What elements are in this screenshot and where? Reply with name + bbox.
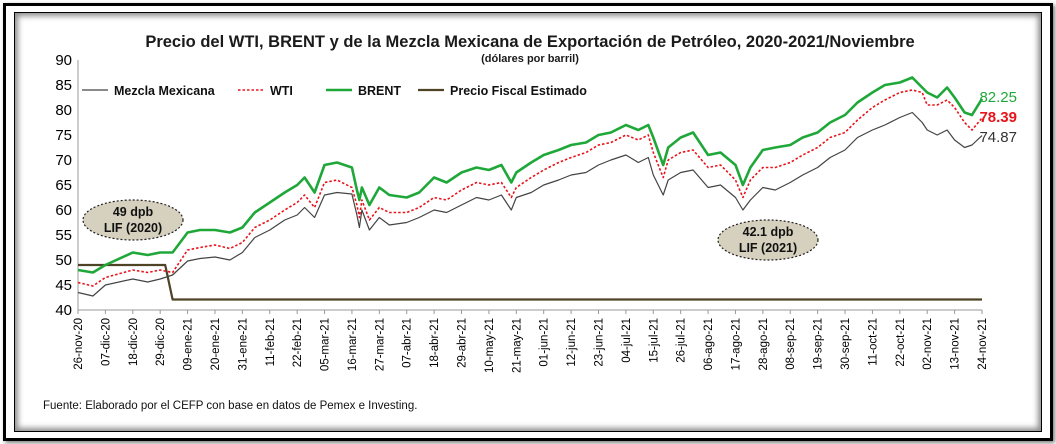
y-tick-label: 90 bbox=[55, 52, 72, 69]
chart-title: Precio del WTI, BRENT y de la Mezcla Mex… bbox=[145, 33, 914, 51]
x-tick-label: 08-sep-21 bbox=[785, 318, 797, 370]
legend-label: WTI bbox=[270, 84, 293, 98]
x-tick-label: 05-mar-21 bbox=[320, 318, 332, 371]
series-layer bbox=[77, 76, 984, 301]
legend: Mezcla Mexicana WTI BRENT Precio Fiscal Est… bbox=[82, 84, 587, 98]
y-tick-label: 40 bbox=[55, 302, 72, 319]
legend-label: BRENT bbox=[358, 84, 401, 98]
y-tick-label: 55 bbox=[55, 227, 72, 244]
legend-label: Mezcla Mexicana bbox=[114, 84, 216, 98]
x-tick-label: 27-mar-21 bbox=[374, 318, 386, 371]
lif-callout-label: LIF (2020) bbox=[104, 221, 162, 235]
x-tick-label: 16-mar-21 bbox=[347, 318, 359, 371]
y-tick-label: 65 bbox=[55, 177, 72, 194]
x-tick-label: 29-abr-21 bbox=[457, 318, 469, 368]
lif-callout-label: LIF (2021) bbox=[739, 241, 797, 255]
x-tick-label: 13-nov-21 bbox=[950, 318, 962, 370]
x-tick-label: 06-ago-21 bbox=[703, 318, 715, 370]
lif-callout-bubble bbox=[82, 199, 184, 241]
x-tick-label: 20-ene-21 bbox=[210, 318, 222, 370]
x-tick-label: 29-dic-20 bbox=[155, 318, 167, 366]
x-tick-label: 26-nov-20 bbox=[73, 318, 85, 370]
x-tick-label: 04-jul-21 bbox=[621, 318, 633, 363]
legend-label: Precio Fiscal Estimado bbox=[450, 84, 587, 98]
x-tick-label: 18-abr-21 bbox=[429, 318, 441, 368]
chart-subtitle: (dólares por barril) bbox=[481, 53, 579, 65]
y-tick-label: 85 bbox=[55, 77, 72, 94]
x-tick-label: 23-jun-21 bbox=[593, 318, 605, 367]
x-tick-label: 19-sep-21 bbox=[813, 318, 825, 370]
y-tick-label: 50 bbox=[55, 252, 72, 269]
x-tick-label: 01-jun-21 bbox=[539, 318, 551, 367]
y-tick-label: 60 bbox=[55, 202, 72, 219]
x-tick-label: 15-jul-21 bbox=[648, 318, 660, 363]
x-tick-label: 02-nov-21 bbox=[922, 318, 934, 370]
chart-frame-inner bbox=[14, 12, 1042, 432]
y-tick-label: 45 bbox=[55, 277, 72, 294]
axes: 40 45 50 55 60 65 70 75 80 85 90 26-nov-20 07-dic-20… bbox=[55, 52, 989, 373]
x-tick-label: 21-may-21 bbox=[511, 318, 523, 373]
end-labels: 82.25 78.39 74.87 bbox=[979, 89, 1017, 146]
end-value-label: 82.25 bbox=[979, 89, 1017, 106]
series-line-precio-fiscal-estimado bbox=[78, 263, 982, 301]
lif-callout-value: 42.1 dpb bbox=[743, 225, 794, 239]
x-tick-label: 24-nov-21 bbox=[977, 318, 989, 370]
x-tick-label: 17-ago-21 bbox=[730, 318, 742, 370]
end-value-label: 78.39 bbox=[979, 109, 1017, 126]
y-tick-label: 80 bbox=[55, 102, 72, 119]
x-tick-label: 30-sep-21 bbox=[840, 318, 852, 370]
x-tick-label: 22-oct-21 bbox=[895, 318, 907, 367]
x-tick-label: 28-ago-21 bbox=[758, 318, 770, 370]
x-tick-label: 26-jul-21 bbox=[676, 318, 688, 363]
x-tick-label: 10-may-21 bbox=[484, 318, 496, 373]
x-tick-label: 31-ene-21 bbox=[237, 318, 249, 370]
lif-callout-bubble bbox=[717, 219, 819, 261]
annotations: 49 dpb LIF (2020) 42.1 dpb LIF (2021) bbox=[82, 199, 819, 261]
y-tick-label: 75 bbox=[55, 127, 72, 144]
source-note: Fuente: Elaborado por el CEFP con base e… bbox=[43, 400, 417, 412]
y-tick-label: 70 bbox=[55, 152, 72, 169]
x-tick-label: 12-jun-21 bbox=[566, 318, 578, 367]
end-value-label: 74.87 bbox=[979, 129, 1017, 146]
series-line-brent bbox=[77, 76, 984, 274]
lif-callout-value: 49 dpb bbox=[113, 205, 154, 219]
x-tick-label: 18-dic-20 bbox=[128, 318, 140, 366]
x-tick-label: 07-abr-21 bbox=[402, 318, 414, 368]
x-tick-label: 11-oct-21 bbox=[867, 318, 879, 366]
x-tick-label: 07-dic-20 bbox=[100, 318, 112, 366]
x-tick-label: 22-feb-21 bbox=[292, 318, 304, 367]
x-tick-label: 11-feb-21 bbox=[265, 318, 277, 366]
x-tick-label: 09-ene-21 bbox=[183, 318, 195, 370]
series-line-mezcla-mexicana bbox=[77, 111, 983, 297]
